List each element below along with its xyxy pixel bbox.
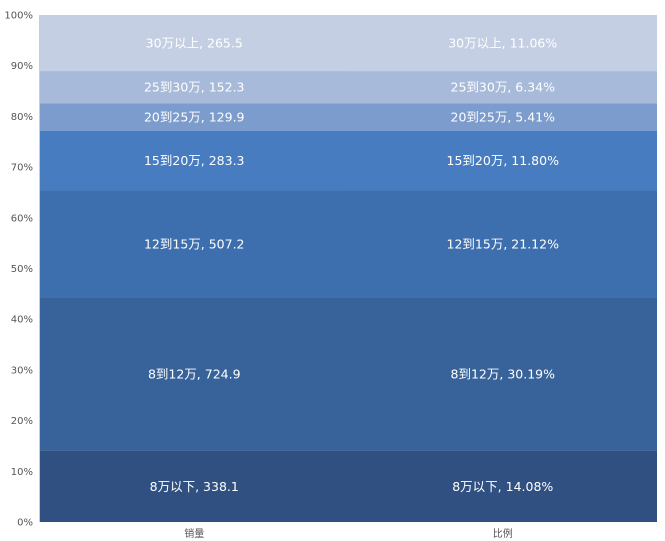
data-label-1-3: 12到15万, 507.2 (144, 237, 245, 252)
y-tick-label: 0% (17, 518, 33, 529)
data-label-2-7: 30万以上, 11.06% (448, 36, 557, 51)
bar-segment-2-4 (348, 130, 657, 191)
data-label-1-5: 20到25万, 129.9 (144, 109, 245, 124)
y-tick-label: 90% (11, 61, 33, 72)
bar-segment-1-6 (40, 71, 349, 104)
y-tick-label: 20% (11, 416, 33, 427)
y-tick-label: 100% (4, 11, 33, 22)
bar-segment-1-4 (40, 130, 349, 191)
y-tick-label: 40% (11, 315, 33, 326)
y-tick-label: 70% (11, 163, 33, 174)
y-tick-label: 30% (11, 365, 33, 376)
x-tick-label: 比例 (493, 527, 513, 540)
data-label-2-6: 25到30万, 6.34% (451, 80, 556, 95)
bar-segment-1-7 (40, 15, 349, 72)
y-tick-label: 80% (11, 112, 33, 123)
x-tick-label: 销量 (184, 527, 204, 540)
bar-segment-1-3 (40, 190, 349, 298)
y-tick-label: 60% (11, 213, 33, 224)
data-label-2-3: 12到15万, 21.12% (447, 237, 560, 252)
data-label-1-2: 8到12万, 724.9 (148, 367, 241, 382)
bar-segment-2-1 (348, 450, 657, 522)
bar-segment-2-3 (348, 190, 657, 298)
y-tick-label: 50% (11, 264, 33, 275)
x-axis: 销量 比例 (184, 527, 513, 540)
data-label-2-4: 15到20万, 11.80% (447, 153, 560, 168)
bar-segment-2-5 (348, 103, 657, 131)
bar-segment-1-1 (40, 450, 349, 522)
y-tick-label: 10% (11, 467, 33, 478)
bar-segment-2-2 (348, 297, 657, 451)
data-label-2-2: 8到12万, 30.19% (451, 367, 556, 382)
bar-segment-1-2 (40, 297, 349, 451)
y-axis: 0% 10% 20% 30% 40% 50% 60% 70% 80% 90% 100% (4, 11, 40, 529)
data-label-1-1: 8万以下, 338.1 (150, 479, 239, 494)
plot-area: 8万以下, 338.1 8到12万, 724.9 12到15万, 507.2 15到2… (40, 15, 657, 522)
data-label-1-4: 15到20万, 283.3 (144, 153, 245, 168)
data-label-1-6: 25到30万, 152.3 (144, 80, 245, 95)
bar-segment-2-6 (348, 71, 657, 104)
bar-segment-1-5 (40, 103, 349, 131)
bar-segment-2-7 (348, 15, 657, 72)
data-label-2-1: 8万以下, 14.08% (452, 479, 553, 494)
data-label-2-5: 20到25万, 5.41% (451, 109, 556, 124)
data-label-1-7: 30万以上, 265.5 (146, 36, 243, 51)
